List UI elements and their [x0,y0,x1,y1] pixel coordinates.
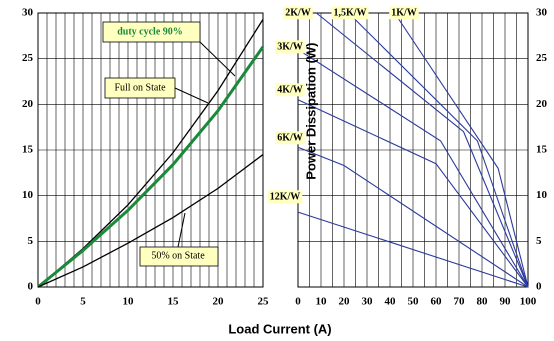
x-tick-label: 15 [168,296,180,308]
annotation-arrow [177,212,186,248]
y-tick-label: 30 [536,7,548,19]
y-tick-label: 25 [22,52,34,64]
series-label: 2K/W [285,7,311,18]
line-series [297,211,529,288]
x-tick-label: 25 [258,296,270,308]
x-tick-label: 20 [213,296,225,308]
series-label: 3K/W [277,41,303,52]
series-label-bg [283,6,313,20]
y-tick-label: 20 [536,98,548,110]
series-label: 6K/W [277,132,303,143]
y-axis-label: Power Dissipation (W) [303,42,318,179]
series-label: 12K/W [270,191,301,202]
line-series [316,12,529,288]
y-tick-label: 10 [536,189,548,201]
line-series [297,146,529,288]
y-tick-label: 10 [22,189,34,201]
y-tick-label: 5 [28,235,34,247]
x-tick-label: 90 [500,296,512,308]
y-tick-label: 0 [28,281,34,293]
y-tick-label: 20 [22,98,34,110]
series-label: 1K/W [391,7,417,18]
line-series [37,154,264,288]
x-axis-label: Load Current (A) [228,321,331,336]
line-series [37,45,265,289]
y-tick-label: 0 [536,281,542,293]
y-tick-label: 30 [22,7,34,19]
annotation: duty cycle 90% [117,26,183,37]
x-tick-label: 5 [80,296,86,308]
x-tick-label: 20 [339,296,351,308]
line-series [297,49,529,288]
x-tick-label: 60 [431,296,443,308]
y-tick-label: 5 [536,235,542,247]
x-tick-label: 10 [123,296,135,308]
x-tick-label: 40 [385,296,397,308]
x-tick-label: 30 [362,296,374,308]
y-tick-label: 25 [536,52,548,64]
line-series [394,12,529,288]
x-tick-label: 50 [408,296,420,308]
x-tick-label: 10 [316,296,328,308]
series-label-bg [389,6,419,20]
y-tick-label: 15 [22,144,34,156]
series-label-bg [267,190,303,204]
x-tick-label: 0 [295,296,301,308]
x-tick-label: 70 [454,296,466,308]
series-label-bg [275,83,305,97]
line-series [348,12,529,288]
series-label: 4K/W [277,84,303,95]
annotation-arrow [199,41,236,77]
annotation-box [102,21,201,43]
annotation-box [139,246,219,267]
series-label-bg [331,6,369,20]
y-tick-label: 15 [536,144,548,156]
x-tick-label: 80 [477,296,489,308]
line-series [297,99,529,288]
x-tick-label: 100 [520,296,537,308]
x-tick-label: 0 [35,296,41,308]
annotation: 50% on State [151,250,205,261]
series-label-bg [275,131,305,145]
annotation: Full on State [114,82,166,93]
annotation-arrow [174,87,209,104]
series-label: 1,5K/W [333,7,366,18]
series-label-bg [275,40,305,54]
